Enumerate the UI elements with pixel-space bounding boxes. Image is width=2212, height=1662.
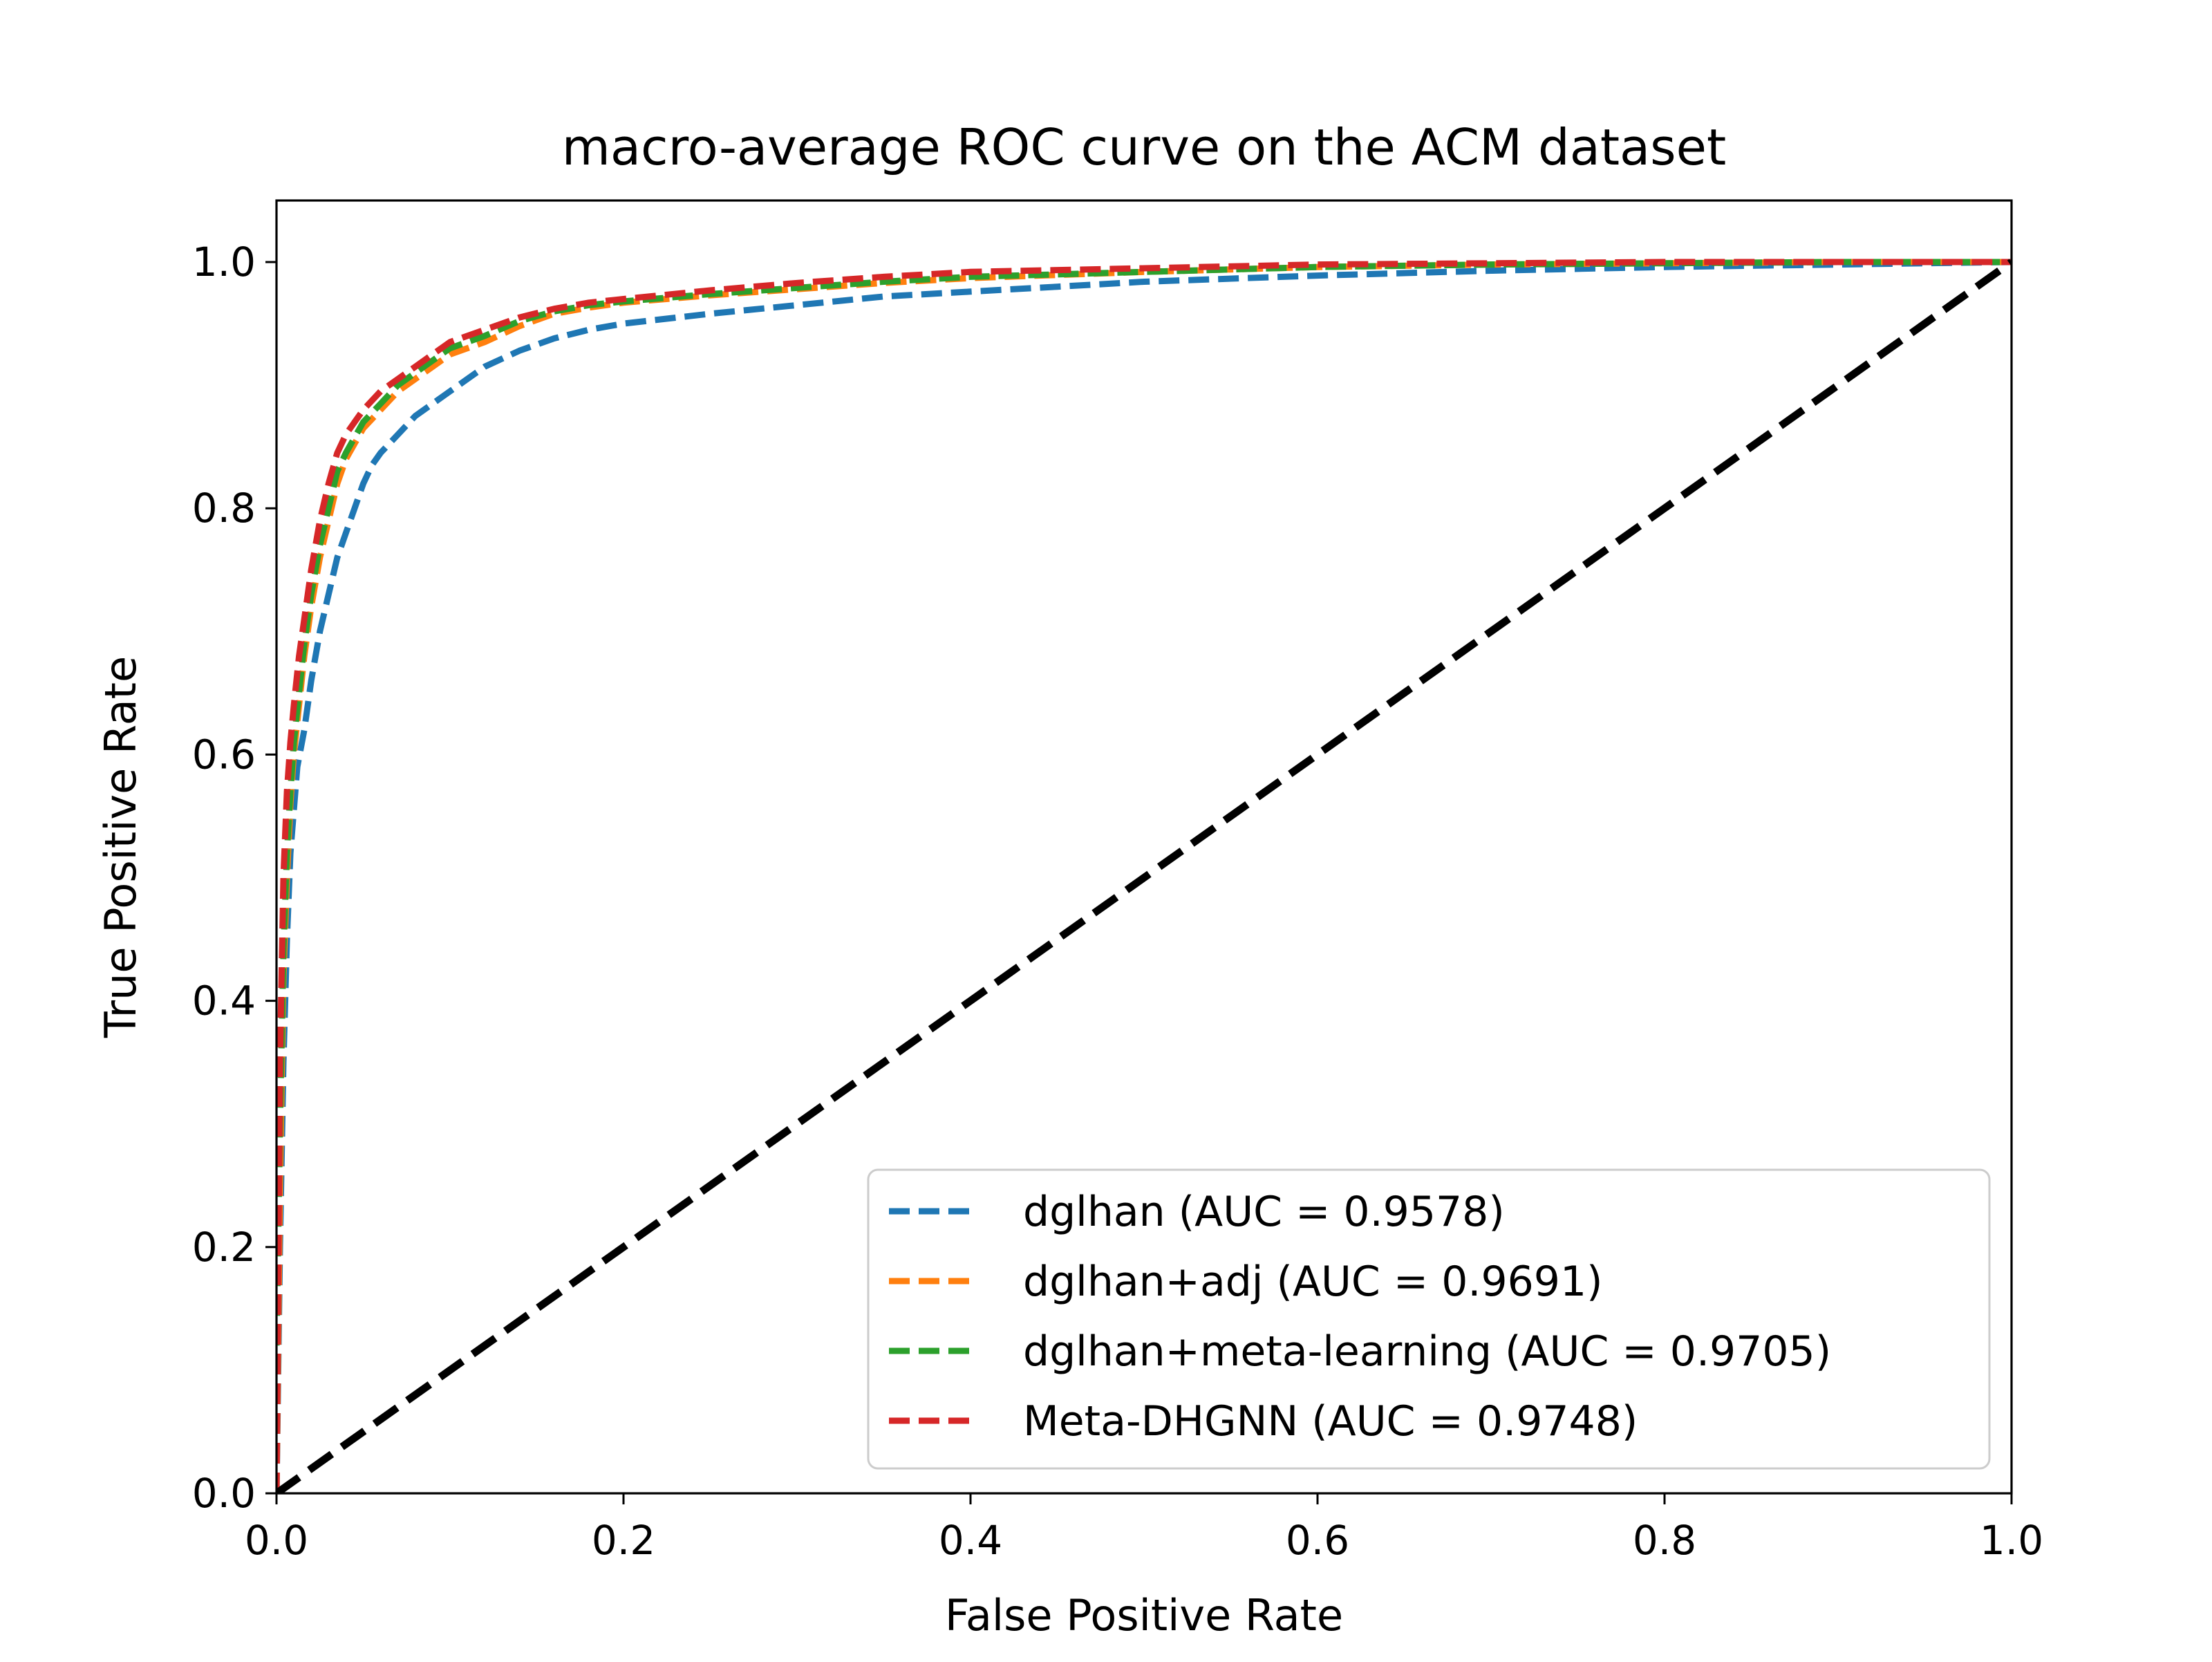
legend-label: dglhan+meta-learning (AUC = 0.9705) <box>1023 1327 1831 1376</box>
legend: dglhan (AUC = 0.9578) dglhan+adj (AUC = 0… <box>867 1168 1991 1470</box>
series-line-1 <box>276 259 2012 1493</box>
y-tick-label: 1.0 <box>192 239 256 286</box>
x-tick-label: 0.6 <box>1286 1517 1349 1564</box>
x-tick-label: 1.0 <box>1980 1517 2043 1564</box>
legend-label: dglhan+adj (AUC = 0.9691) <box>1023 1258 1603 1306</box>
ticks-layer: 0.0 0.2 0.4 0.6 0.8 1.0 0.0 0.2 0.4 0.6 0.8 1.0 <box>192 239 2043 1564</box>
x-tick-label: 0.8 <box>1633 1517 1696 1564</box>
series-layer <box>276 259 2012 1493</box>
legend-label: dglhan (AUC = 0.9578) <box>1023 1188 1505 1236</box>
chart-title: macro-average ROC curve on the ACM datas… <box>562 118 1726 176</box>
x-tick-label: 0.0 <box>245 1517 308 1564</box>
y-tick-label: 0.4 <box>192 978 256 1025</box>
y-axis-label: True Positive Rate <box>95 656 146 1038</box>
plot-frame <box>275 199 2013 1495</box>
x-tick-label: 0.2 <box>592 1517 655 1564</box>
legend-frame <box>867 1168 1991 1470</box>
x-tick-label: 0.4 <box>939 1517 1002 1564</box>
y-tick-label: 0.0 <box>192 1470 256 1517</box>
y-tick-label: 0.6 <box>192 731 256 778</box>
series-line-chance-diagonal <box>276 259 2012 1493</box>
y-tick-label: 0.8 <box>192 485 256 532</box>
legend-label: Meta-DHGNN (AUC = 0.9748) <box>1023 1397 1638 1446</box>
series-line-0 <box>276 259 2012 1493</box>
y-tick-label: 0.2 <box>192 1224 256 1271</box>
series-line-3 <box>276 259 2012 1493</box>
series-line-2 <box>276 259 2012 1346</box>
x-axis-label: False Positive Rate <box>945 1590 1343 1641</box>
